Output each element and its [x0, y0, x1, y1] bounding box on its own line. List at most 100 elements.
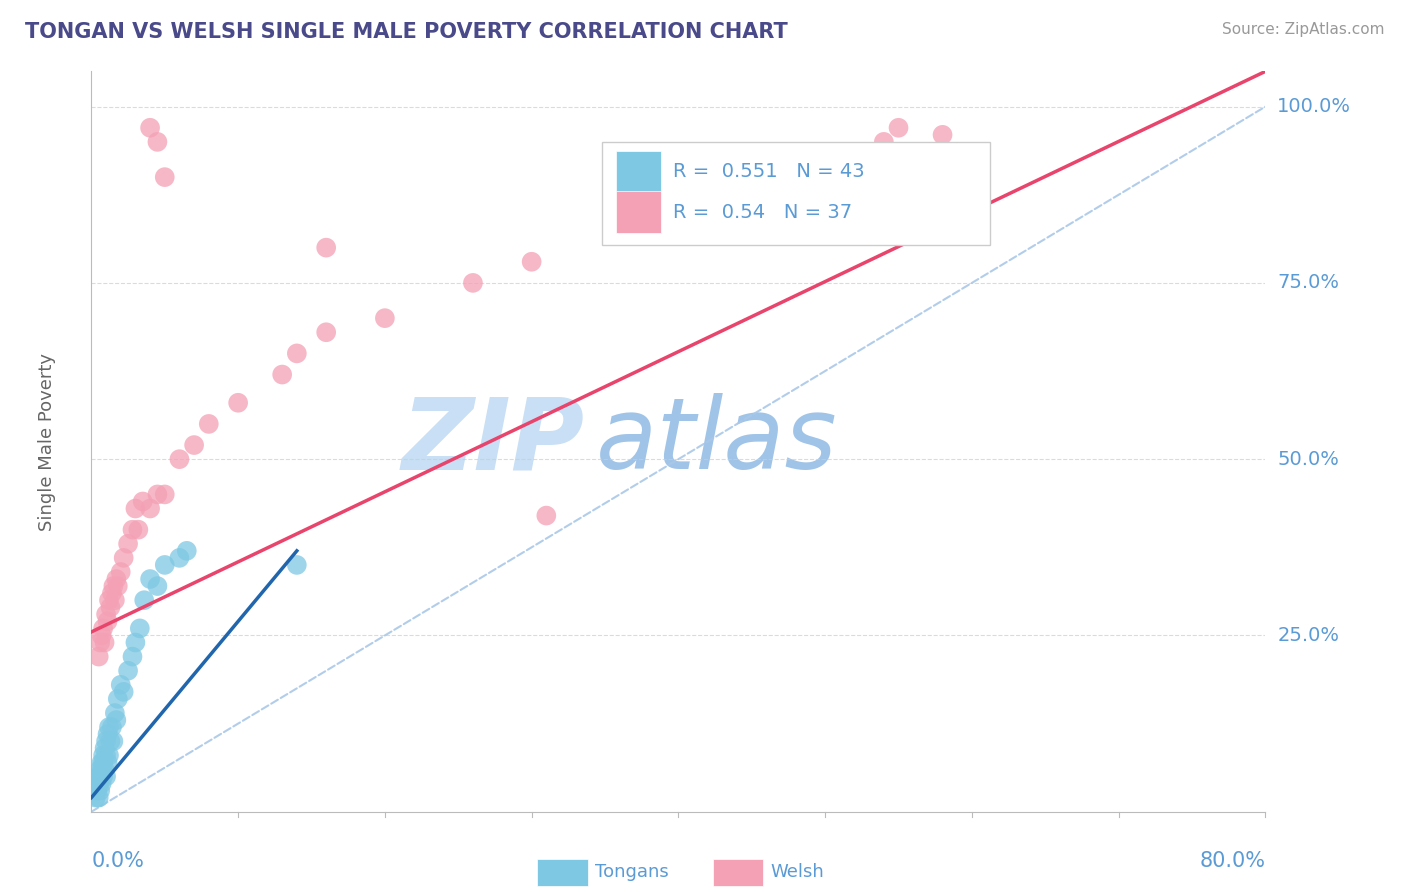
Point [110, 678, 132, 692]
Point [461, 276, 484, 290]
Point [90, 763, 112, 777]
Point [93, 635, 115, 649]
Point [107, 579, 129, 593]
Point [100, 734, 122, 748]
Point [104, 706, 127, 720]
Point [887, 120, 910, 135]
Point [93, 763, 115, 777]
Point [89, 783, 111, 797]
Point [98, 593, 121, 607]
FancyBboxPatch shape [616, 191, 661, 233]
Point [89, 769, 111, 783]
Point [87, 769, 110, 783]
Point [104, 593, 127, 607]
Point [134, 593, 156, 607]
Point [183, 438, 205, 452]
Point [91, 769, 114, 783]
Text: 75.0%: 75.0% [1277, 273, 1339, 293]
Point [146, 579, 169, 593]
Point [94, 769, 117, 783]
FancyBboxPatch shape [602, 142, 990, 245]
Text: 50.0%: 50.0% [1277, 450, 1339, 468]
Point [96, 756, 118, 770]
Point [87, 790, 110, 805]
Point [127, 523, 149, 537]
Point [100, 600, 122, 615]
Point [132, 494, 155, 508]
Point [146, 487, 169, 501]
Point [112, 685, 135, 699]
Point [94, 607, 117, 622]
Point [90, 776, 112, 790]
Text: TONGAN VS WELSH SINGLE MALE POVERTY CORRELATION CHART: TONGAN VS WELSH SINGLE MALE POVERTY CORR… [25, 22, 787, 42]
Point [117, 537, 139, 551]
Point [89, 635, 111, 649]
Point [315, 325, 337, 339]
Point [107, 692, 129, 706]
Point [153, 487, 176, 501]
Point [110, 565, 132, 579]
Text: atlas: atlas [596, 393, 838, 490]
Point [139, 120, 162, 135]
Text: Tongans: Tongans [595, 863, 668, 881]
Point [87, 776, 110, 790]
Point [90, 756, 112, 770]
Text: Single Male Poverty: Single Male Poverty [38, 352, 56, 531]
Text: ZIP: ZIP [402, 393, 585, 490]
Point [285, 346, 308, 360]
Point [86, 783, 108, 797]
Point [873, 135, 896, 149]
Point [101, 586, 124, 600]
Point [520, 254, 543, 268]
Point [103, 579, 125, 593]
Point [374, 311, 396, 326]
Point [91, 756, 114, 770]
Point [84, 790, 107, 805]
Point [315, 241, 337, 255]
Text: 25.0%: 25.0% [1277, 626, 1339, 645]
Point [176, 544, 198, 558]
Point [89, 763, 111, 777]
Point [139, 572, 162, 586]
Point [153, 170, 176, 185]
Point [91, 748, 114, 763]
Text: R =  0.551   N = 43: R = 0.551 N = 43 [672, 161, 865, 181]
Point [103, 734, 125, 748]
Point [91, 621, 114, 635]
Point [105, 572, 128, 586]
Point [96, 615, 118, 629]
Text: 100.0%: 100.0% [1277, 97, 1351, 116]
Point [197, 417, 219, 431]
Point [87, 649, 110, 664]
Point [94, 734, 117, 748]
Point [98, 720, 121, 734]
Point [931, 128, 953, 142]
Point [101, 720, 124, 734]
Text: Source: ZipAtlas.com: Source: ZipAtlas.com [1222, 22, 1385, 37]
Point [94, 748, 117, 763]
Point [121, 649, 143, 664]
Point [226, 396, 249, 410]
Point [124, 501, 146, 516]
Point [169, 550, 191, 565]
Point [121, 523, 143, 537]
Point [285, 558, 308, 572]
Text: Welsh: Welsh [770, 863, 824, 881]
Text: 80.0%: 80.0% [1199, 850, 1265, 871]
Point [105, 713, 128, 727]
Point [96, 727, 118, 741]
Point [536, 508, 558, 523]
Point [169, 452, 191, 467]
Text: 0.0%: 0.0% [91, 850, 145, 871]
FancyBboxPatch shape [616, 151, 661, 192]
Point [271, 368, 294, 382]
Point [153, 558, 176, 572]
Point [139, 501, 162, 516]
Point [124, 635, 146, 649]
Point [90, 628, 112, 642]
Point [86, 776, 108, 790]
Point [117, 664, 139, 678]
Text: R =  0.54   N = 37: R = 0.54 N = 37 [672, 202, 852, 221]
Point [112, 550, 135, 565]
Point [93, 741, 115, 756]
